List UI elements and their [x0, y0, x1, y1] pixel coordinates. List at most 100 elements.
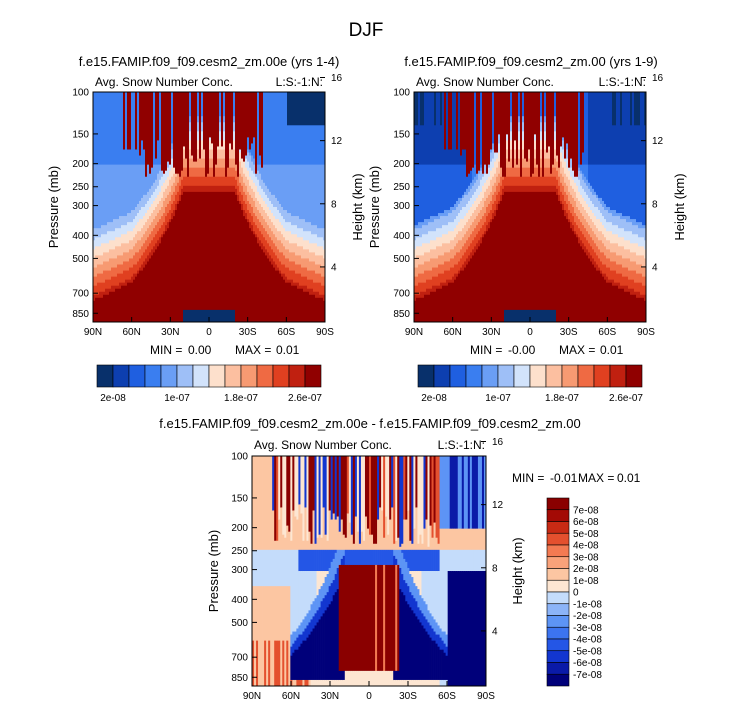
panel-1-cell [93, 228, 96, 241]
panel-3-cell [389, 456, 392, 520]
panel-1-cell [169, 191, 172, 202]
panel-1-cell [165, 92, 168, 172]
panel-2-y2tick-label: 16 [652, 73, 664, 84]
panel-2-cell [566, 185, 569, 196]
panel-3-cell [352, 456, 356, 545]
panel-2-cell [548, 149, 551, 159]
panel-2-cell [462, 270, 465, 323]
panel-3-cell [443, 679, 447, 687]
panel-1-cell [125, 216, 128, 226]
panel-2-cell [450, 267, 453, 280]
panel-1-cell [157, 203, 160, 214]
panel-1-cell [193, 161, 196, 169]
panel-3-cell [429, 549, 432, 572]
panel-2-cell [560, 152, 563, 162]
panel-1-cell [289, 270, 292, 280]
panel-3-cell [338, 531, 342, 551]
panel-3-cell [318, 534, 321, 551]
panel-2-cell [516, 92, 519, 165]
panel-2-cell [498, 173, 501, 184]
panel-3-cell [306, 679, 309, 687]
panel-2-cell [424, 92, 427, 165]
panel-1-cell [115, 219, 118, 229]
panel-2-cell [606, 282, 609, 323]
panel-3-cell [419, 571, 422, 596]
panel-1-cell [197, 158, 200, 169]
panel-1-cell [319, 273, 322, 284]
panel-1-cell [109, 249, 112, 259]
panel-3-cell [435, 622, 438, 635]
panel-1-cell [181, 92, 184, 172]
panel-2-cell [608, 282, 611, 323]
panel-2-cell [624, 276, 627, 287]
panel-1-cell [297, 264, 300, 274]
panel-3-cell [274, 549, 277, 587]
panel-2-cell [456, 216, 459, 226]
panel-3-cell [379, 549, 382, 566]
panel-1-cell [99, 92, 102, 165]
panel-1-cell [135, 264, 138, 274]
panel-1-cell [301, 267, 304, 277]
panel-3-cell [322, 679, 325, 687]
panel-2-cell [532, 185, 535, 193]
panel-2-cell [544, 131, 547, 141]
panel-3-cell [288, 586, 291, 687]
panel-2-cell [528, 191, 531, 311]
panel-2-cell [564, 191, 567, 202]
panel-3-cell [324, 577, 327, 596]
panel-3-cell [411, 543, 414, 551]
panel-1-cell [99, 291, 102, 299]
panel-1-cell [187, 191, 190, 311]
panel-3-cell [483, 549, 487, 572]
panel-2-cell [620, 264, 623, 274]
panel-1-cell [315, 164, 318, 226]
panel-3-cell [330, 456, 334, 520]
panel-1-cell [221, 167, 224, 178]
panel-2-cell [458, 92, 461, 165]
panel-1-cell [135, 164, 138, 208]
panel-1-cell [143, 207, 146, 217]
panel-1-cell [93, 164, 96, 229]
panel-1-cell [183, 92, 186, 147]
panel-1-colorbar-box [176, 364, 194, 388]
panel-1-cell [277, 270, 280, 323]
panel-1-cell [273, 267, 276, 323]
panel-1-cell [291, 261, 294, 271]
panel-2-cell [582, 243, 585, 250]
panel-2-cell [610, 213, 613, 223]
panel-1-cell [287, 240, 290, 250]
panel-1-cell [271, 92, 274, 165]
panel-3-cell [350, 549, 354, 566]
panel-1-cell [229, 309, 232, 323]
panel-2-cell [618, 213, 621, 217]
panel-2-cell [464, 216, 467, 226]
panel-3-cell [294, 549, 297, 632]
panel-3-cell [306, 637, 309, 681]
panel-1-cell [241, 92, 244, 159]
panel-2-cell [438, 219, 441, 229]
panel-2-cell [482, 234, 485, 238]
panel-3-cell [296, 456, 299, 520]
panel-2-cell [556, 188, 559, 196]
panel-1-cell [275, 92, 278, 165]
panel-2-cell [434, 231, 437, 241]
panel-2-cell [428, 243, 431, 253]
panel-2-cell [610, 270, 613, 280]
panel-3-cell [300, 549, 303, 572]
panel-2-cell [558, 92, 561, 169]
panel-1-cell [143, 194, 146, 208]
panel-1-cell [155, 197, 158, 208]
panel-2-cell [586, 213, 589, 223]
panel-2-cell [484, 213, 487, 223]
panel-2-cell [462, 264, 465, 271]
panel-1-cell [167, 194, 170, 205]
panel-1-cell [201, 176, 204, 187]
panel-2-cell [494, 210, 497, 217]
panel-1-cell [209, 176, 212, 187]
panel-3-cell [300, 643, 303, 681]
panel-3-cell [399, 456, 402, 548]
panel-1-cell [117, 164, 120, 220]
figure-title: DJF [349, 20, 384, 41]
panel-2-cell [460, 270, 463, 323]
panel-2-cell [530, 92, 533, 178]
